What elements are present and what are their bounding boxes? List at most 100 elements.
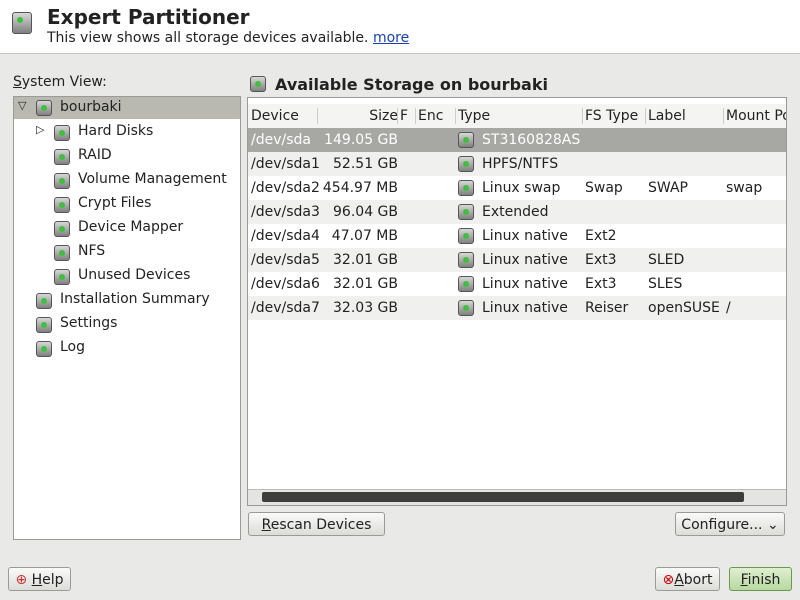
table-row[interactable] xyxy=(248,200,786,224)
column-header[interactable]: Enc xyxy=(418,108,444,124)
table-cell xyxy=(648,152,722,176)
table-cell: 32.03 GB xyxy=(333,300,398,316)
table-cell xyxy=(585,128,645,152)
help-button[interactable]: ⊕ Help xyxy=(8,567,71,591)
abort-button[interactable]: ⊗Abort xyxy=(655,567,720,591)
tree-item[interactable]: Hard Disks xyxy=(78,123,154,139)
type-icon xyxy=(458,156,474,172)
configure-button[interactable]: Configure... ⌄ xyxy=(675,512,785,536)
rescan-button[interactable]: Rescan Devices xyxy=(248,512,385,536)
table-cell: Linux native xyxy=(482,228,568,244)
tree-item[interactable]: Crypt Files xyxy=(78,195,152,211)
table-row[interactable] xyxy=(248,296,786,320)
table-cell xyxy=(400,296,416,320)
type-icon xyxy=(458,276,474,292)
app-icon xyxy=(12,12,32,34)
table-cell xyxy=(400,224,416,248)
table-cell: openSUSE xyxy=(648,300,720,316)
table-cell: 32.01 GB xyxy=(333,252,398,268)
table-cell xyxy=(400,200,416,224)
table-cell xyxy=(726,200,786,224)
page-title: Expert Partitioner xyxy=(47,5,250,29)
tree-item[interactable]: Unused Devices xyxy=(78,267,191,283)
tree-item[interactable]: Volume Management xyxy=(78,171,227,187)
table-cell xyxy=(400,176,416,200)
item-icon xyxy=(36,293,52,309)
table-cell: Ext2 xyxy=(585,228,617,244)
table-cell xyxy=(648,224,722,248)
table-cell: 52.51 GB xyxy=(333,156,398,172)
table-cell xyxy=(648,128,722,152)
item-icon xyxy=(54,269,70,285)
table-cell: SLED xyxy=(648,252,685,268)
column-separator xyxy=(645,108,646,124)
tree-item[interactable]: Installation Summary xyxy=(60,291,210,307)
table-row[interactable] xyxy=(248,128,786,152)
tree-item[interactable]: RAID xyxy=(78,147,112,163)
table-row[interactable] xyxy=(248,248,786,272)
table-cell: Linux native xyxy=(482,252,568,268)
table-cell: swap xyxy=(726,180,763,196)
table-cell: HPFS/NTFS xyxy=(482,156,559,172)
column-header[interactable]: Label xyxy=(648,108,686,124)
table-cell xyxy=(726,272,786,296)
column-header[interactable]: Type xyxy=(458,108,491,124)
table-cell xyxy=(418,176,452,200)
column-header[interactable]: Device xyxy=(251,108,299,124)
table-row[interactable] xyxy=(248,176,786,200)
table-cell: Reiser xyxy=(585,300,629,316)
tree-item[interactable]: Device Mapper xyxy=(78,219,184,235)
table-cell: Linux native xyxy=(482,276,568,292)
more-link[interactable]: more xyxy=(372,30,410,46)
storage-icon xyxy=(250,76,266,92)
abort-label: Abort xyxy=(674,572,713,588)
table-cell: ST3160828AS xyxy=(482,132,581,148)
column-separator xyxy=(455,108,456,124)
table-cell xyxy=(726,224,786,248)
column-header[interactable]: Mount Point xyxy=(726,108,786,124)
item-icon xyxy=(54,149,70,165)
tree-selection xyxy=(14,97,240,119)
table-cell: /dev/sda6 xyxy=(251,276,319,292)
finish-button[interactable]: Finish xyxy=(729,567,792,591)
table-cell xyxy=(585,200,645,224)
column-header[interactable]: F xyxy=(400,108,409,124)
scroll-thumb xyxy=(262,492,744,502)
table-row[interactable] xyxy=(248,224,786,248)
rescan-label: Rescan Devices xyxy=(261,517,372,533)
finish-label: Finish xyxy=(740,572,781,588)
table-cell xyxy=(418,200,452,224)
tree-panel: ▽ bourbaki ▷ Hard Disks RAID Volume Managemen… xyxy=(13,96,241,540)
table-cell xyxy=(418,152,452,176)
table-header xyxy=(248,104,786,128)
table-cell: Linux native xyxy=(482,300,568,316)
table-cell xyxy=(726,248,786,272)
table-cell xyxy=(726,152,786,176)
tree-item[interactable]: Log xyxy=(60,339,86,355)
table-row[interactable] xyxy=(248,152,786,176)
configure-label: Configure... xyxy=(681,517,763,533)
table-cell: SWAP xyxy=(648,180,688,196)
type-icon xyxy=(458,252,474,268)
table-cell xyxy=(648,200,722,224)
table-cell: /dev/sda xyxy=(251,132,311,148)
column-header[interactable]: Size xyxy=(369,108,398,124)
table-cell: SLES xyxy=(648,276,683,292)
tree-root[interactable]: bourbaki xyxy=(60,99,122,115)
section-title: Available Storage on bourbaki xyxy=(275,75,548,94)
item-icon xyxy=(54,173,70,189)
type-icon xyxy=(458,132,474,148)
tree-item[interactable]: Settings xyxy=(60,315,118,331)
item-icon xyxy=(54,197,70,213)
tree-item[interactable]: NFS xyxy=(78,243,106,259)
column-separator xyxy=(415,108,416,124)
table-row[interactable] xyxy=(248,272,786,296)
table-cell: /dev/sda5 xyxy=(251,252,319,268)
table-cell: /dev/sda1 xyxy=(251,156,319,172)
table-cell xyxy=(400,248,416,272)
column-separator xyxy=(582,108,583,124)
column-header[interactable]: FS Type xyxy=(585,108,639,124)
table-cell xyxy=(585,152,645,176)
sidebar-label: System View: xyxy=(13,74,107,90)
